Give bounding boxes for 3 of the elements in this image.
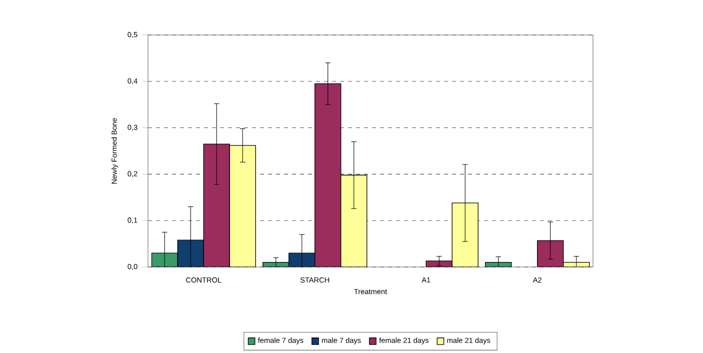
bar: [485, 262, 512, 267]
bar: [314, 83, 342, 267]
bar: [203, 144, 230, 267]
